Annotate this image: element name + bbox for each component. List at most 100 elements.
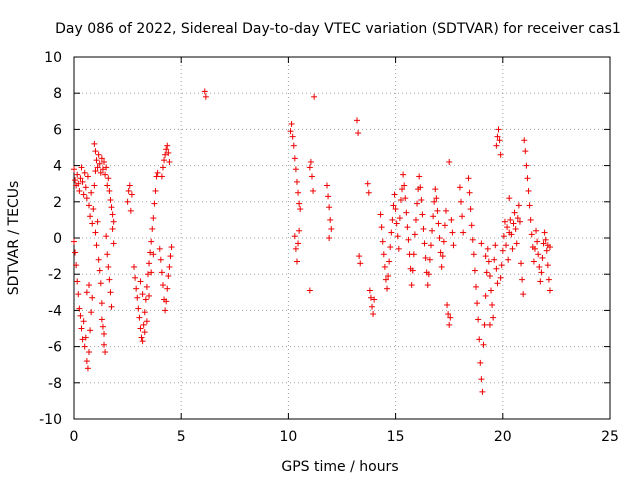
data-point: [530, 258, 537, 265]
data-point: [473, 283, 479, 290]
data-point: [131, 263, 138, 270]
data-point: [287, 128, 294, 135]
data-point: [83, 195, 90, 202]
x-tick-label: 10: [279, 429, 297, 445]
data-point: [531, 245, 538, 252]
data-point: [91, 182, 98, 189]
data-point: [397, 196, 404, 203]
data-point: [409, 267, 416, 274]
data-point: [420, 225, 427, 232]
data-point: [103, 233, 110, 240]
data-point: [87, 327, 94, 334]
data-point: [289, 133, 296, 140]
data-point: [437, 249, 444, 256]
data-point: [387, 244, 394, 251]
data-point: [168, 244, 175, 251]
data-point: [143, 318, 150, 325]
data-point: [105, 175, 112, 182]
data-point: [488, 287, 495, 294]
data-point: [74, 171, 81, 178]
data-point: [89, 220, 96, 227]
data-point: [507, 216, 514, 223]
data-point: [364, 180, 371, 187]
data-point: [323, 182, 330, 189]
data-point: [484, 245, 491, 252]
data-point: [482, 253, 489, 260]
data-point: [149, 225, 156, 232]
data-point: [110, 218, 117, 225]
data-point: [508, 231, 515, 238]
data-point: [77, 312, 84, 319]
data-point: [325, 193, 332, 200]
data-point: [482, 292, 489, 299]
x-tick-label: 20: [494, 429, 512, 445]
data-point: [541, 229, 548, 236]
data-point: [440, 238, 447, 245]
data-point: [109, 211, 116, 218]
data-point: [293, 258, 300, 265]
data-point: [108, 204, 115, 211]
data-point: [404, 224, 411, 231]
data-point: [474, 300, 481, 307]
data-point: [296, 200, 303, 207]
data-point: [498, 262, 505, 269]
axis-ticks: 0 5 10 15 20 25 -10 -8 -6 -4 -2 0 2 4 6 8 10: [39, 50, 619, 445]
data-point: [395, 245, 402, 252]
data-point: [96, 160, 103, 167]
data-point: [382, 276, 389, 283]
data-point: [357, 260, 364, 267]
data-point: [400, 171, 407, 178]
data-point: [521, 137, 528, 144]
grid-lines: [74, 57, 610, 419]
data-point: [477, 359, 484, 366]
data-point: [91, 140, 98, 147]
data-point: [439, 253, 446, 260]
data-point: [493, 142, 500, 149]
data-point: [127, 207, 134, 214]
data-point: [445, 311, 452, 318]
data-point: [390, 202, 397, 209]
data-point: [371, 296, 378, 303]
data-point: [534, 238, 541, 245]
data-point: [132, 274, 139, 281]
data-point: [163, 146, 170, 153]
data-point: [435, 220, 442, 227]
data-point: [306, 287, 313, 294]
data-point: [326, 235, 333, 241]
data-point: [108, 303, 115, 310]
data-point: [162, 307, 169, 314]
data-point: [142, 296, 149, 303]
data-point: [295, 189, 302, 196]
data-point: [493, 265, 500, 272]
data-point: [138, 334, 145, 341]
data-point: [386, 258, 393, 265]
data-point: [98, 155, 105, 162]
data-point: [523, 162, 530, 169]
data-point: [93, 242, 100, 249]
data-point: [104, 251, 111, 258]
data-point: [537, 278, 544, 285]
data-point: [478, 240, 485, 247]
data-point: [151, 200, 158, 207]
data-point: [491, 256, 498, 263]
data-point: [97, 169, 104, 176]
data-point: [164, 285, 171, 292]
data-point: [81, 343, 88, 350]
x-tick-label: 0: [70, 429, 79, 445]
data-point: [446, 158, 453, 165]
data-point: [540, 240, 547, 247]
data-point: [403, 209, 410, 216]
y-tick-label: 6: [53, 122, 62, 138]
data-point: [71, 166, 77, 173]
data-point: [153, 173, 160, 180]
data-point: [535, 251, 542, 258]
data-point: [72, 249, 79, 256]
data-point: [290, 142, 297, 149]
data-point: [75, 291, 82, 298]
data-point: [147, 249, 154, 256]
data-point: [73, 262, 80, 269]
data-point: [310, 187, 317, 194]
data-point: [163, 298, 170, 305]
data-point: [82, 184, 89, 191]
data-point: [499, 247, 506, 254]
